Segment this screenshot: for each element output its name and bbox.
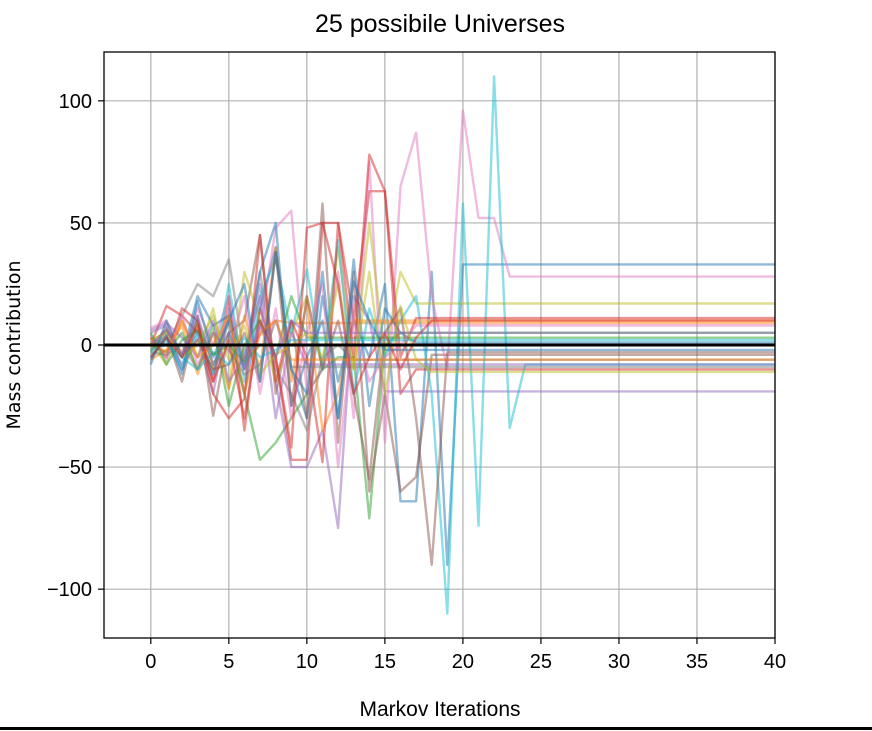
series-lines — [149, 75, 775, 615]
x-axis-ticks: 0 5 10 15 20 25 30 35 40 — [145, 638, 786, 673]
y-tick-label: −50 — [58, 457, 92, 479]
series-line-universe-6 — [149, 202, 775, 493]
y-tick-label: 50 — [70, 213, 92, 235]
x-tick-label: 20 — [452, 651, 474, 673]
x-tick-label: 10 — [296, 651, 318, 673]
x-axis-label: Markov Iterations — [359, 698, 520, 721]
x-tick-label: 0 — [145, 651, 156, 673]
series-line-universe-24 — [149, 221, 775, 449]
series-line-universe-11 — [149, 221, 775, 420]
series-line-universe-15 — [150, 295, 775, 420]
x-tick-label: 25 — [530, 651, 552, 673]
series-line-universe-25 — [149, 314, 775, 371]
x-tick-label: 30 — [608, 651, 630, 673]
y-axis-ticks: 100 50 0 −50 −100 — [47, 91, 104, 601]
x-tick-label: 35 — [686, 651, 708, 673]
series-line-universe-14 — [149, 153, 775, 464]
series-line-universe-13 — [150, 295, 775, 408]
y-axis-label: Mass contribution — [3, 260, 25, 429]
x-tick-label: 40 — [764, 651, 786, 673]
x-tick-label: 15 — [374, 651, 396, 673]
y-tick-label: 100 — [59, 91, 92, 113]
chart-title: 25 possibile Universes — [315, 10, 565, 38]
x-tick-label: 5 — [223, 651, 234, 673]
bottom-border — [0, 727, 872, 730]
y-tick-label: 0 — [81, 335, 92, 357]
y-tick-label: −100 — [47, 579, 92, 601]
series-line-universe-18 — [150, 319, 775, 376]
